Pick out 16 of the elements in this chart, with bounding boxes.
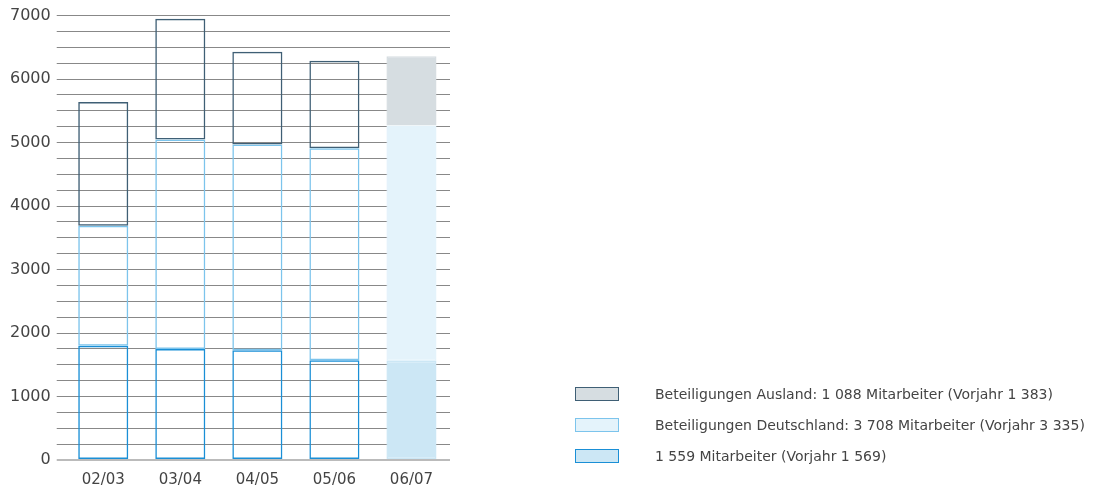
y-tick-label: 2000 <box>10 322 51 342</box>
y-tick-label: 3000 <box>10 258 51 278</box>
y-tick-label: 1000 <box>10 385 51 405</box>
text: Beteiligungen Ausland: 1 088 Mitarbeiter (Vorjahr 1 383) <box>655 385 1053 402</box>
y-tick-label: 7000 <box>10 4 51 24</box>
x-tick-label: 02/03 <box>81 469 125 488</box>
text: Beteiligungen Deutschland: 3 708 Mitarbeiter (Vorjahr 3 335) <box>655 416 1085 433</box>
x-tick-label: 04/05 <box>235 469 279 488</box>
y-tick-label: 0 <box>40 449 51 469</box>
y-tick-label: 5000 <box>10 131 51 151</box>
x-tick-label: 05/06 <box>312 469 357 488</box>
y-tick-label: 6000 <box>10 68 51 88</box>
x-tick-label: 06/07 <box>389 469 434 488</box>
y-tick-label: 4000 <box>10 195 51 215</box>
x-tick-label: 03/04 <box>158 469 202 488</box>
text: 1 559 Mitarbeiter (Vorjahr 1 569) <box>655 447 887 464</box>
